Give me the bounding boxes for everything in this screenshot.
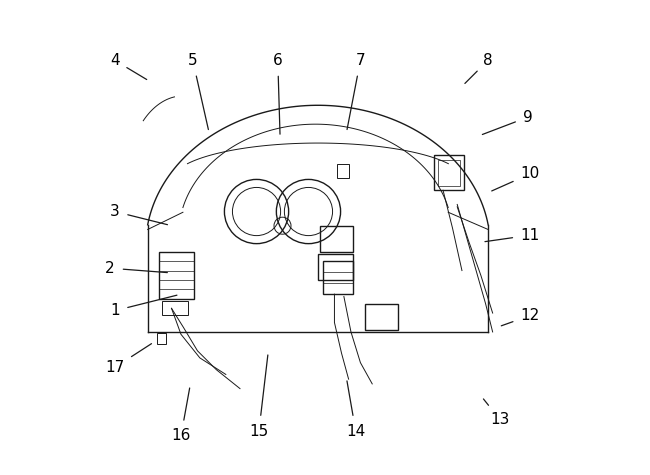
Bar: [320, 226, 354, 252]
Text: 13: 13: [484, 399, 510, 427]
Text: 15: 15: [249, 355, 268, 438]
Bar: [162, 301, 188, 315]
Text: 10: 10: [491, 166, 540, 191]
Bar: [318, 254, 354, 280]
Bar: [157, 333, 166, 344]
Text: 11: 11: [485, 228, 540, 243]
Text: 16: 16: [172, 388, 190, 443]
Text: 14: 14: [346, 381, 365, 438]
Bar: [438, 160, 460, 186]
Bar: [434, 155, 464, 190]
Bar: [159, 252, 194, 299]
Text: 6: 6: [273, 53, 283, 134]
Text: 8: 8: [465, 53, 493, 84]
Text: 3: 3: [110, 204, 168, 225]
Text: 9: 9: [482, 110, 533, 134]
Bar: [322, 261, 354, 294]
Bar: [365, 304, 398, 330]
Text: 2: 2: [105, 261, 167, 276]
Text: 5: 5: [188, 53, 209, 130]
Text: 7: 7: [347, 53, 365, 130]
Text: 4: 4: [110, 53, 147, 79]
Text: 1: 1: [110, 295, 177, 318]
Text: 12: 12: [501, 308, 540, 326]
Text: 17: 17: [105, 343, 151, 375]
Bar: [337, 164, 348, 179]
